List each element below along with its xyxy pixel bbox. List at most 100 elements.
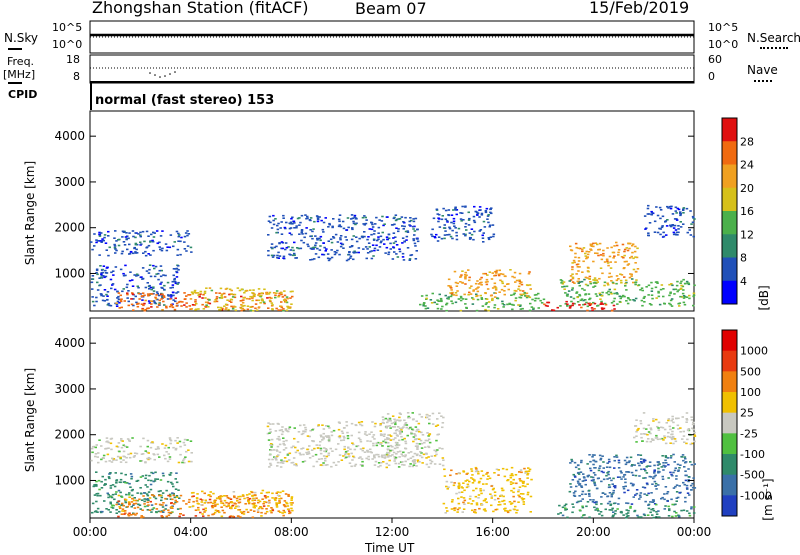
xtick-label-0: 00:00 <box>73 525 108 539</box>
c1-cbar-tick-2: 12 <box>740 228 754 241</box>
c1-cbar-tick-5: 24 <box>740 159 754 172</box>
c1-echo-region-4 <box>267 214 420 262</box>
velocity-colorbar: 1000 500 100 25 -25 -100 -500 -1000 <box>721 329 772 517</box>
xtick-label-4: 16:00 <box>475 525 510 539</box>
c2-cbar-tick-3: 25 <box>740 407 754 420</box>
cpid-marker <box>90 83 92 110</box>
power-plot-frame <box>89 110 695 312</box>
power-y-axis-label: Slant Range [km] <box>23 161 37 265</box>
c2-cbar-swatch-0 <box>722 330 737 352</box>
c1-echo-region-6 <box>447 269 532 298</box>
c1-echo-region-11 <box>543 300 616 312</box>
power-y-ticks: 1000 2000 3000 4000 <box>54 129 694 280</box>
c2-cbar-tick-4: -25 <box>740 427 758 440</box>
c2-cbar-swatch-1 <box>722 350 737 372</box>
power-colorbar-label: Power [dB] <box>757 285 771 314</box>
c2-cbar-swatch-2 <box>722 371 737 393</box>
c2-echo-region-8 <box>557 503 696 519</box>
freq-strip-box <box>89 54 695 84</box>
velocity-y-axis-label: Slant Range [km] <box>23 368 37 472</box>
c1-cbar-tick-0: 4 <box>740 275 747 288</box>
nave-dip-dots <box>149 71 176 78</box>
c2-ytick-label-2: 3000 <box>54 382 85 396</box>
c1-cbar-tick-3: 16 <box>740 205 754 218</box>
c1-cbar-tick-1: 8 <box>740 252 747 265</box>
nave-legend-line <box>754 80 772 82</box>
power-chart: 1000 2000 3000 4000 Slant Range [km] 4 8 12 16… <box>23 110 771 314</box>
c1-cbar-swatch-0 <box>722 118 737 142</box>
c2-echo-region-5 <box>379 412 445 469</box>
c2-echo-region-7 <box>568 453 697 505</box>
nsky-legend-line <box>8 48 22 50</box>
c1-echo-region-10 <box>643 204 696 238</box>
c2-echo-region-3 <box>190 489 294 514</box>
nave-tick-top: 60 <box>708 53 722 66</box>
nsearch-label: N.Search <box>747 31 800 45</box>
c2-ytick-label-3: 4000 <box>54 336 85 350</box>
velocity-y-ticks: 1000 2000 3000 4000 <box>54 336 694 487</box>
c1-cbar-swatch-3 <box>722 187 737 212</box>
nave-label: Nave <box>747 63 778 77</box>
c2-ytick-label-1: 2000 <box>54 428 85 442</box>
c2-cbar-frame <box>721 329 738 517</box>
nsearch-legend-line <box>760 47 788 49</box>
power-echo-regions <box>90 204 696 312</box>
freq-legend-line <box>8 82 22 84</box>
c1-ytick-label-0: 1000 <box>54 266 85 280</box>
noise-tick-right-bottom: 10^0 <box>708 38 739 51</box>
velocity-plot-frame <box>89 317 695 519</box>
c1-cbar-swatch-6 <box>722 257 737 282</box>
c1-echo-region-7 <box>430 205 496 243</box>
c1-cbar-tick-6: 28 <box>740 135 754 148</box>
velocity-chart: 1000 2000 3000 4000 Slant Range [km] 1000 50… <box>23 317 775 521</box>
c2-cbar-swatch-6 <box>722 454 737 476</box>
c2-cbar-swatch-5 <box>722 433 737 455</box>
freq-tick-bottom: 8 <box>73 70 80 83</box>
c1-cbar-swatch-2 <box>722 164 737 189</box>
beam-label: Beam 07 <box>355 0 427 18</box>
station-title: Zhongshan Station (fitACF) <box>92 0 309 17</box>
c1-echo-region-9 <box>559 278 696 308</box>
c2-cbar-tick-6: -500 <box>740 469 765 482</box>
noise-tick-right-top: 10^5 <box>708 21 739 34</box>
noise-tick-left-bottom: 10^0 <box>52 38 83 51</box>
velocity-colorbar-label: Velocity [m s⁻¹] <box>761 478 775 521</box>
freq-label-2: [MHz] <box>3 68 36 81</box>
power-colorbar: 4 8 12 16 20 24 28 <box>721 117 754 305</box>
c2-cbar-swatch-7 <box>722 474 737 496</box>
xtick-label-5: 20:00 <box>576 525 611 539</box>
c2-cbar-swatch-4 <box>722 412 737 434</box>
c1-echo-region-3 <box>190 287 294 312</box>
c2-echo-region-9 <box>633 412 697 446</box>
freq-tick-top: 18 <box>66 53 80 66</box>
nave-tick-bottom: 0 <box>708 70 715 83</box>
c1-cbar-swatch-7 <box>722 280 737 305</box>
noise-tick-left-top: 10^5 <box>52 21 83 34</box>
nsky-label: N.Sky <box>4 31 39 45</box>
c2-ytick-label-0: 1000 <box>54 473 85 487</box>
cpid-text: normal (fast stereo) 153 <box>95 93 275 108</box>
c2-echo-region-6 <box>442 466 533 514</box>
x-axis-label: Time UT <box>365 541 415 555</box>
xtick-label-3: 12:00 <box>375 525 410 539</box>
c2-cbar-swatch-3 <box>722 392 737 414</box>
cpid-label: CPID <box>8 88 38 101</box>
c1-cbar-frame <box>721 117 738 305</box>
c2-cbar-swatch-8 <box>722 495 737 517</box>
c1-ytick-label-1: 2000 <box>54 221 85 235</box>
xtick-label-2: 08:00 <box>274 525 309 539</box>
c2-cbar-tick-5: -100 <box>740 448 765 461</box>
c1-ytick-label-3: 4000 <box>54 129 85 143</box>
c2-cbar-tick-1: 500 <box>740 365 761 378</box>
xtick-label-1: 04:00 <box>173 525 208 539</box>
c1-ytick-label-2: 3000 <box>54 175 85 189</box>
c2-cbar-tick-0: 1000 <box>740 345 768 358</box>
xtick-label-6: 00:00 <box>677 525 712 539</box>
date-label: 15/Feb/2019 <box>589 0 690 17</box>
time-x-axis: 00:00 04:00 08:00 12:00 16:00 20:00 00:00 <box>73 518 712 539</box>
c1-cbar-swatch-5 <box>722 234 737 258</box>
c1-cbar-tick-4: 20 <box>740 182 754 195</box>
freq-label-1: Freq. <box>7 55 35 68</box>
c2-cbar-tick-2: 100 <box>740 386 761 399</box>
